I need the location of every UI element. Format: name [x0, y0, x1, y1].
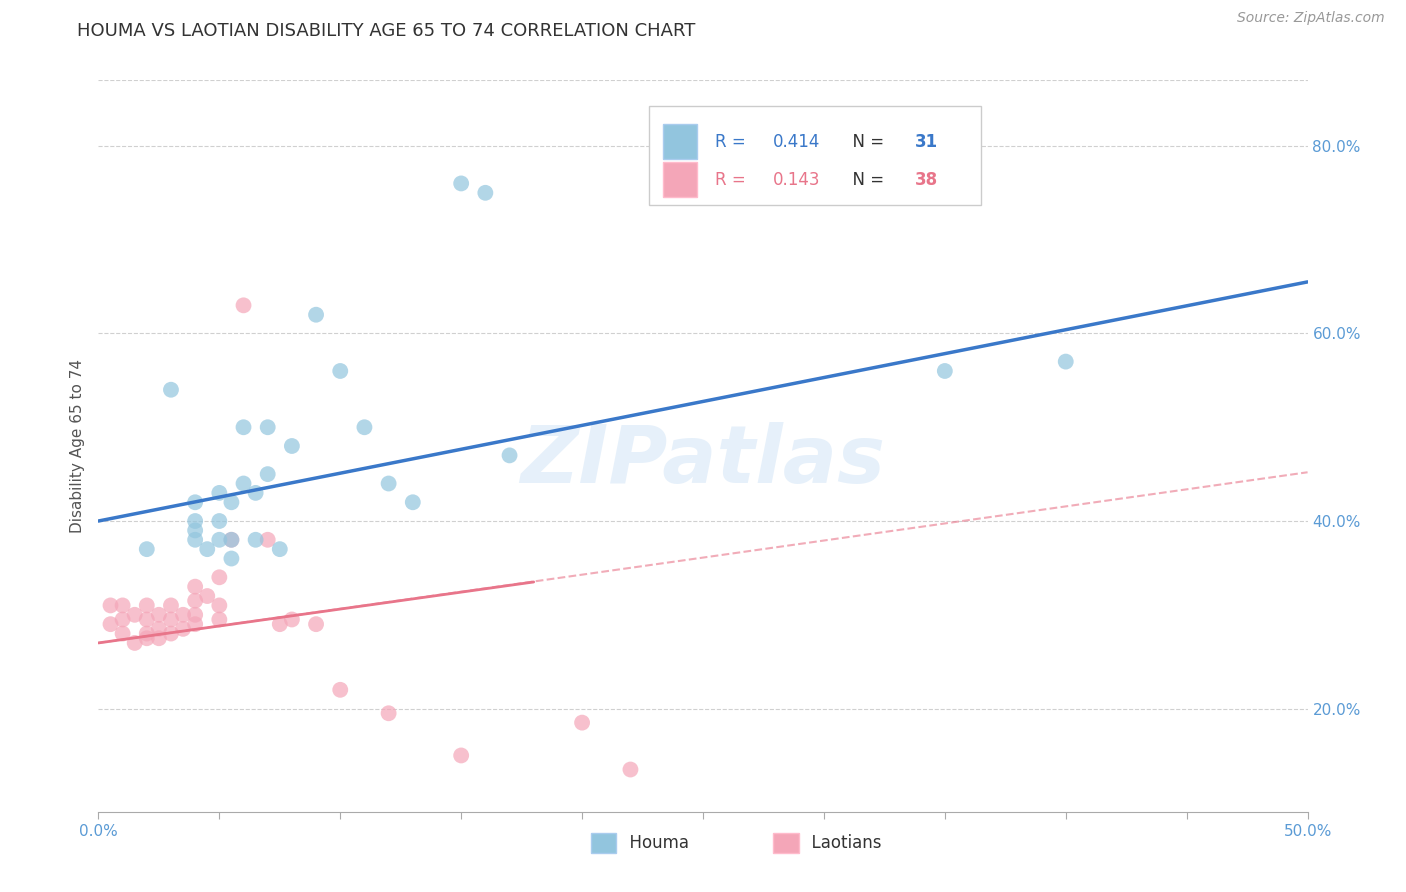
- Point: [124, 607, 146, 622]
- Point: [148, 632, 170, 646]
- Text: Houma: Houma: [619, 834, 689, 852]
- Point: [195, 542, 218, 557]
- Point: [184, 514, 207, 528]
- Point: [619, 763, 641, 777]
- Point: [221, 551, 243, 566]
- Point: [498, 449, 520, 463]
- Point: [208, 612, 231, 626]
- Point: [329, 682, 352, 697]
- Text: 0.143: 0.143: [773, 170, 821, 189]
- Point: [377, 476, 399, 491]
- Point: [245, 486, 267, 500]
- Text: ZIPatlas: ZIPatlas: [520, 422, 886, 500]
- Point: [111, 599, 134, 613]
- Point: [256, 420, 278, 434]
- Point: [353, 420, 375, 434]
- Point: [474, 186, 496, 200]
- Point: [208, 514, 231, 528]
- Point: [100, 599, 122, 613]
- Point: [377, 706, 399, 721]
- Point: [208, 486, 231, 500]
- Point: [934, 364, 956, 378]
- Point: [450, 177, 472, 191]
- Text: Source: ZipAtlas.com: Source: ZipAtlas.com: [1237, 11, 1385, 25]
- Point: [172, 622, 194, 636]
- Point: [269, 617, 291, 632]
- Point: [281, 439, 304, 453]
- Point: [221, 533, 243, 547]
- Text: 0.414: 0.414: [773, 133, 821, 151]
- Point: [111, 626, 134, 640]
- Point: [195, 589, 218, 603]
- Point: [256, 533, 278, 547]
- Point: [124, 636, 146, 650]
- Point: [148, 607, 170, 622]
- Point: [160, 383, 183, 397]
- Point: [256, 467, 278, 482]
- Point: [100, 617, 122, 632]
- Point: [269, 542, 291, 557]
- Point: [232, 476, 254, 491]
- Point: [160, 599, 183, 613]
- Point: [329, 364, 352, 378]
- Point: [232, 298, 254, 312]
- Text: HOUMA VS LAOTIAN DISABILITY AGE 65 TO 74 CORRELATION CHART: HOUMA VS LAOTIAN DISABILITY AGE 65 TO 74…: [77, 22, 696, 40]
- Text: N =: N =: [842, 133, 890, 151]
- Point: [221, 495, 243, 509]
- Point: [571, 715, 593, 730]
- Point: [208, 570, 231, 584]
- Text: N =: N =: [842, 170, 890, 189]
- Point: [1054, 354, 1077, 368]
- Point: [184, 524, 207, 538]
- Text: R =: R =: [716, 133, 751, 151]
- Point: [184, 495, 207, 509]
- Point: [221, 533, 243, 547]
- Point: [245, 533, 267, 547]
- Point: [184, 617, 207, 632]
- Point: [135, 599, 157, 613]
- Point: [135, 612, 157, 626]
- Text: R =: R =: [716, 170, 751, 189]
- Text: 38: 38: [915, 170, 938, 189]
- Point: [281, 612, 304, 626]
- Point: [172, 607, 194, 622]
- Point: [208, 533, 231, 547]
- Point: [450, 748, 472, 763]
- Point: [184, 593, 207, 607]
- Point: [111, 612, 134, 626]
- FancyBboxPatch shape: [664, 162, 697, 197]
- Text: 31: 31: [915, 133, 938, 151]
- Point: [148, 622, 170, 636]
- Point: [160, 626, 183, 640]
- Point: [232, 420, 254, 434]
- Point: [184, 607, 207, 622]
- Point: [305, 617, 328, 632]
- Point: [402, 495, 425, 509]
- Text: Laotians: Laotians: [801, 834, 882, 852]
- Point: [135, 542, 157, 557]
- Y-axis label: Disability Age 65 to 74: Disability Age 65 to 74: [69, 359, 84, 533]
- Point: [305, 308, 328, 322]
- Point: [135, 632, 157, 646]
- Point: [184, 533, 207, 547]
- Point: [208, 599, 231, 613]
- Point: [184, 580, 207, 594]
- Point: [160, 612, 183, 626]
- FancyBboxPatch shape: [664, 124, 697, 160]
- Point: [135, 626, 157, 640]
- FancyBboxPatch shape: [648, 106, 981, 204]
